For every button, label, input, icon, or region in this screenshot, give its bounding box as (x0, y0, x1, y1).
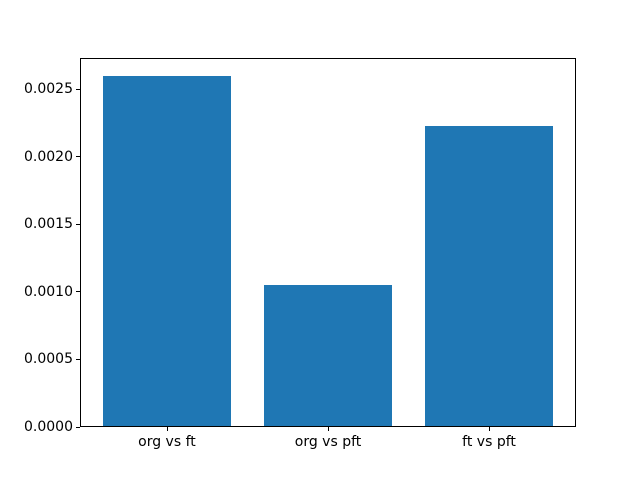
y-tick-label: 0.0020 (24, 148, 73, 165)
bar-org-vs-pft (263, 285, 393, 426)
y-tick-label: 0.0005 (24, 351, 73, 368)
y-tick-mark (76, 223, 80, 225)
y-tick-mark (76, 88, 80, 90)
x-tick-mark (489, 427, 491, 431)
y-tick-mark (76, 358, 80, 360)
x-tick-mark (328, 427, 329, 431)
y-tick-label: 0.0015 (24, 216, 73, 233)
y-tick-label: 0.0000 (24, 419, 73, 435)
y-tick-label: 0.0025 (24, 81, 73, 98)
bar-org-vs-ft (102, 75, 232, 426)
x-tick-mark (166, 427, 168, 431)
y-tick-mark (76, 426, 80, 428)
y-tick-mark (76, 291, 80, 293)
y-tick-label: 0.0010 (24, 283, 73, 300)
bar-ft-vs-pft (424, 125, 554, 426)
plot-area (80, 58, 576, 427)
x-tick-label: org vs ft (138, 434, 196, 450)
x-tick-label: org vs pft (294, 434, 362, 450)
x-tick-label: ft vs pft (462, 434, 516, 450)
y-tick-mark (76, 156, 80, 158)
